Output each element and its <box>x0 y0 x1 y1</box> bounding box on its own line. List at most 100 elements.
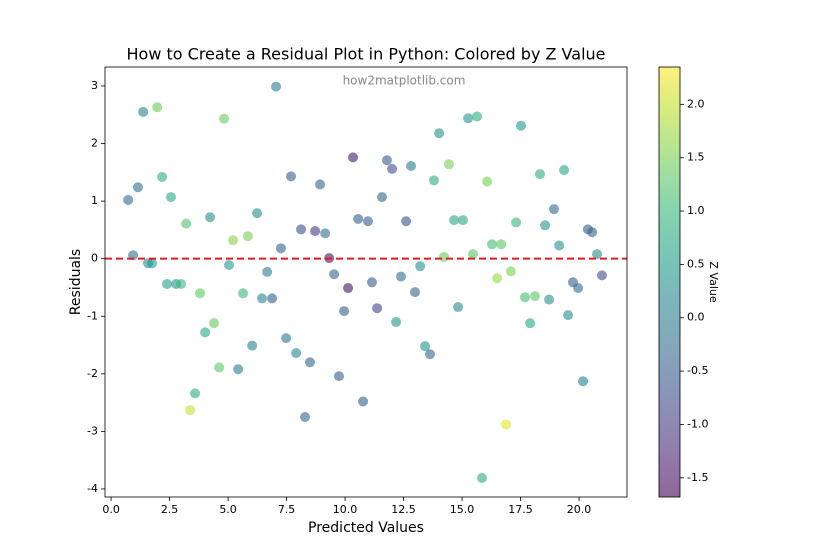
scatter-point <box>271 81 282 92</box>
scatter-point <box>525 318 536 329</box>
scatter-point <box>343 283 354 294</box>
scatter-point <box>200 327 211 338</box>
scatter-point <box>449 215 460 226</box>
scatter-point <box>395 271 406 282</box>
colorbar-tick-label: 1.5 <box>687 151 705 164</box>
scatter-point <box>333 371 344 382</box>
x-tick-label: 0.0 <box>102 503 120 516</box>
scatter-point <box>592 249 603 260</box>
colorbar-tick-label: -0.5 <box>687 364 708 377</box>
scatter-point <box>286 171 297 182</box>
scatter-point <box>472 111 483 122</box>
colorbar-tick-label: 2.0 <box>687 97 705 110</box>
x-tick-label: 12.5 <box>391 503 416 516</box>
scatter-point <box>224 260 235 271</box>
scatter-point <box>453 302 464 313</box>
scatter-point <box>391 317 402 328</box>
scatter-point <box>377 192 388 203</box>
scatter-point <box>176 279 187 290</box>
colorbar-frame <box>658 66 681 498</box>
scatter-point <box>209 318 220 329</box>
scatter-point <box>152 102 163 113</box>
scatter-point <box>242 231 253 242</box>
colorbar-tick-label: -1.0 <box>687 417 708 430</box>
scatter-point <box>587 227 598 238</box>
scatter-point <box>420 341 431 352</box>
scatter-point <box>190 388 201 399</box>
x-tick-label: 2.5 <box>161 503 179 516</box>
scatter-point <box>428 175 439 186</box>
y-tick-label: 1 <box>91 194 98 207</box>
scatter-point <box>439 251 450 262</box>
y-tick-label: 3 <box>91 79 98 92</box>
scatter-point <box>486 239 497 250</box>
scatter-point <box>147 258 158 269</box>
scatter-point <box>534 169 545 180</box>
scatter-point <box>516 120 527 131</box>
scatter-point <box>123 194 134 205</box>
scatter-point <box>443 159 454 170</box>
scatter-point <box>247 340 258 351</box>
scatter-point <box>138 106 149 117</box>
x-axis-label: Predicted Values <box>308 520 424 536</box>
scatter-point <box>157 171 168 182</box>
scatter-point <box>205 212 216 223</box>
colorbar-label: Z Value <box>707 261 720 302</box>
y-tick-label: -1 <box>87 309 98 322</box>
x-tick-label: 10.0 <box>333 503 358 516</box>
scatter-point <box>238 288 249 299</box>
scatter-point <box>267 293 278 304</box>
scatter-point <box>219 113 230 124</box>
x-tick-label: 7.5 <box>278 503 296 516</box>
scatter-point <box>185 405 196 416</box>
scatter-point <box>406 161 417 172</box>
x-tick-label: 15.0 <box>450 503 475 516</box>
scatter-point <box>233 364 244 375</box>
x-tick-label: 20.0 <box>567 503 592 516</box>
scatter-point <box>227 235 238 246</box>
scatter-point <box>256 293 267 304</box>
scatter-point <box>387 163 398 174</box>
scatter-point <box>519 292 530 303</box>
y-axis-label: Residuals <box>68 249 84 315</box>
scatter-point <box>492 273 503 284</box>
scatter-point <box>463 113 474 124</box>
scatter-point <box>362 216 373 227</box>
scatter-point <box>476 473 487 484</box>
scatter-point <box>353 213 364 224</box>
scatter-point <box>554 240 565 251</box>
colorbar-tick-label: -1.5 <box>687 471 708 484</box>
scatter-point <box>501 419 512 430</box>
scatter-point <box>262 266 273 277</box>
scatter-point <box>348 152 359 163</box>
scatter-point <box>315 179 326 190</box>
scatter-point <box>320 228 331 239</box>
scatter-point <box>339 306 350 317</box>
scatter-point <box>457 215 468 226</box>
colorbar <box>659 67 680 497</box>
plot-frame <box>104 66 628 498</box>
y-tick-label: 0 <box>91 252 98 265</box>
scatter-point <box>310 226 321 237</box>
scatter-point <box>372 303 383 314</box>
scatter-point <box>275 243 286 254</box>
scatter-point <box>366 277 377 288</box>
scatter-point <box>511 217 522 228</box>
scatter-point <box>496 239 507 250</box>
scatter-point <box>505 266 516 277</box>
scatter-point <box>540 220 551 231</box>
scatter-point <box>329 269 340 280</box>
scatter-point <box>415 261 426 272</box>
colorbar-tick-label: 1.0 <box>687 204 705 217</box>
scatter-point <box>468 249 479 260</box>
scatter-point <box>530 291 541 302</box>
scatter-point <box>132 182 143 193</box>
scatter-point <box>482 176 493 187</box>
scatter-point <box>381 155 392 166</box>
colorbar-tick-label: 0.0 <box>687 311 705 324</box>
scatter-point <box>296 224 307 235</box>
x-tick-label: 17.5 <box>508 503 533 516</box>
scatter-point <box>291 348 302 359</box>
scatter-point <box>578 376 589 387</box>
